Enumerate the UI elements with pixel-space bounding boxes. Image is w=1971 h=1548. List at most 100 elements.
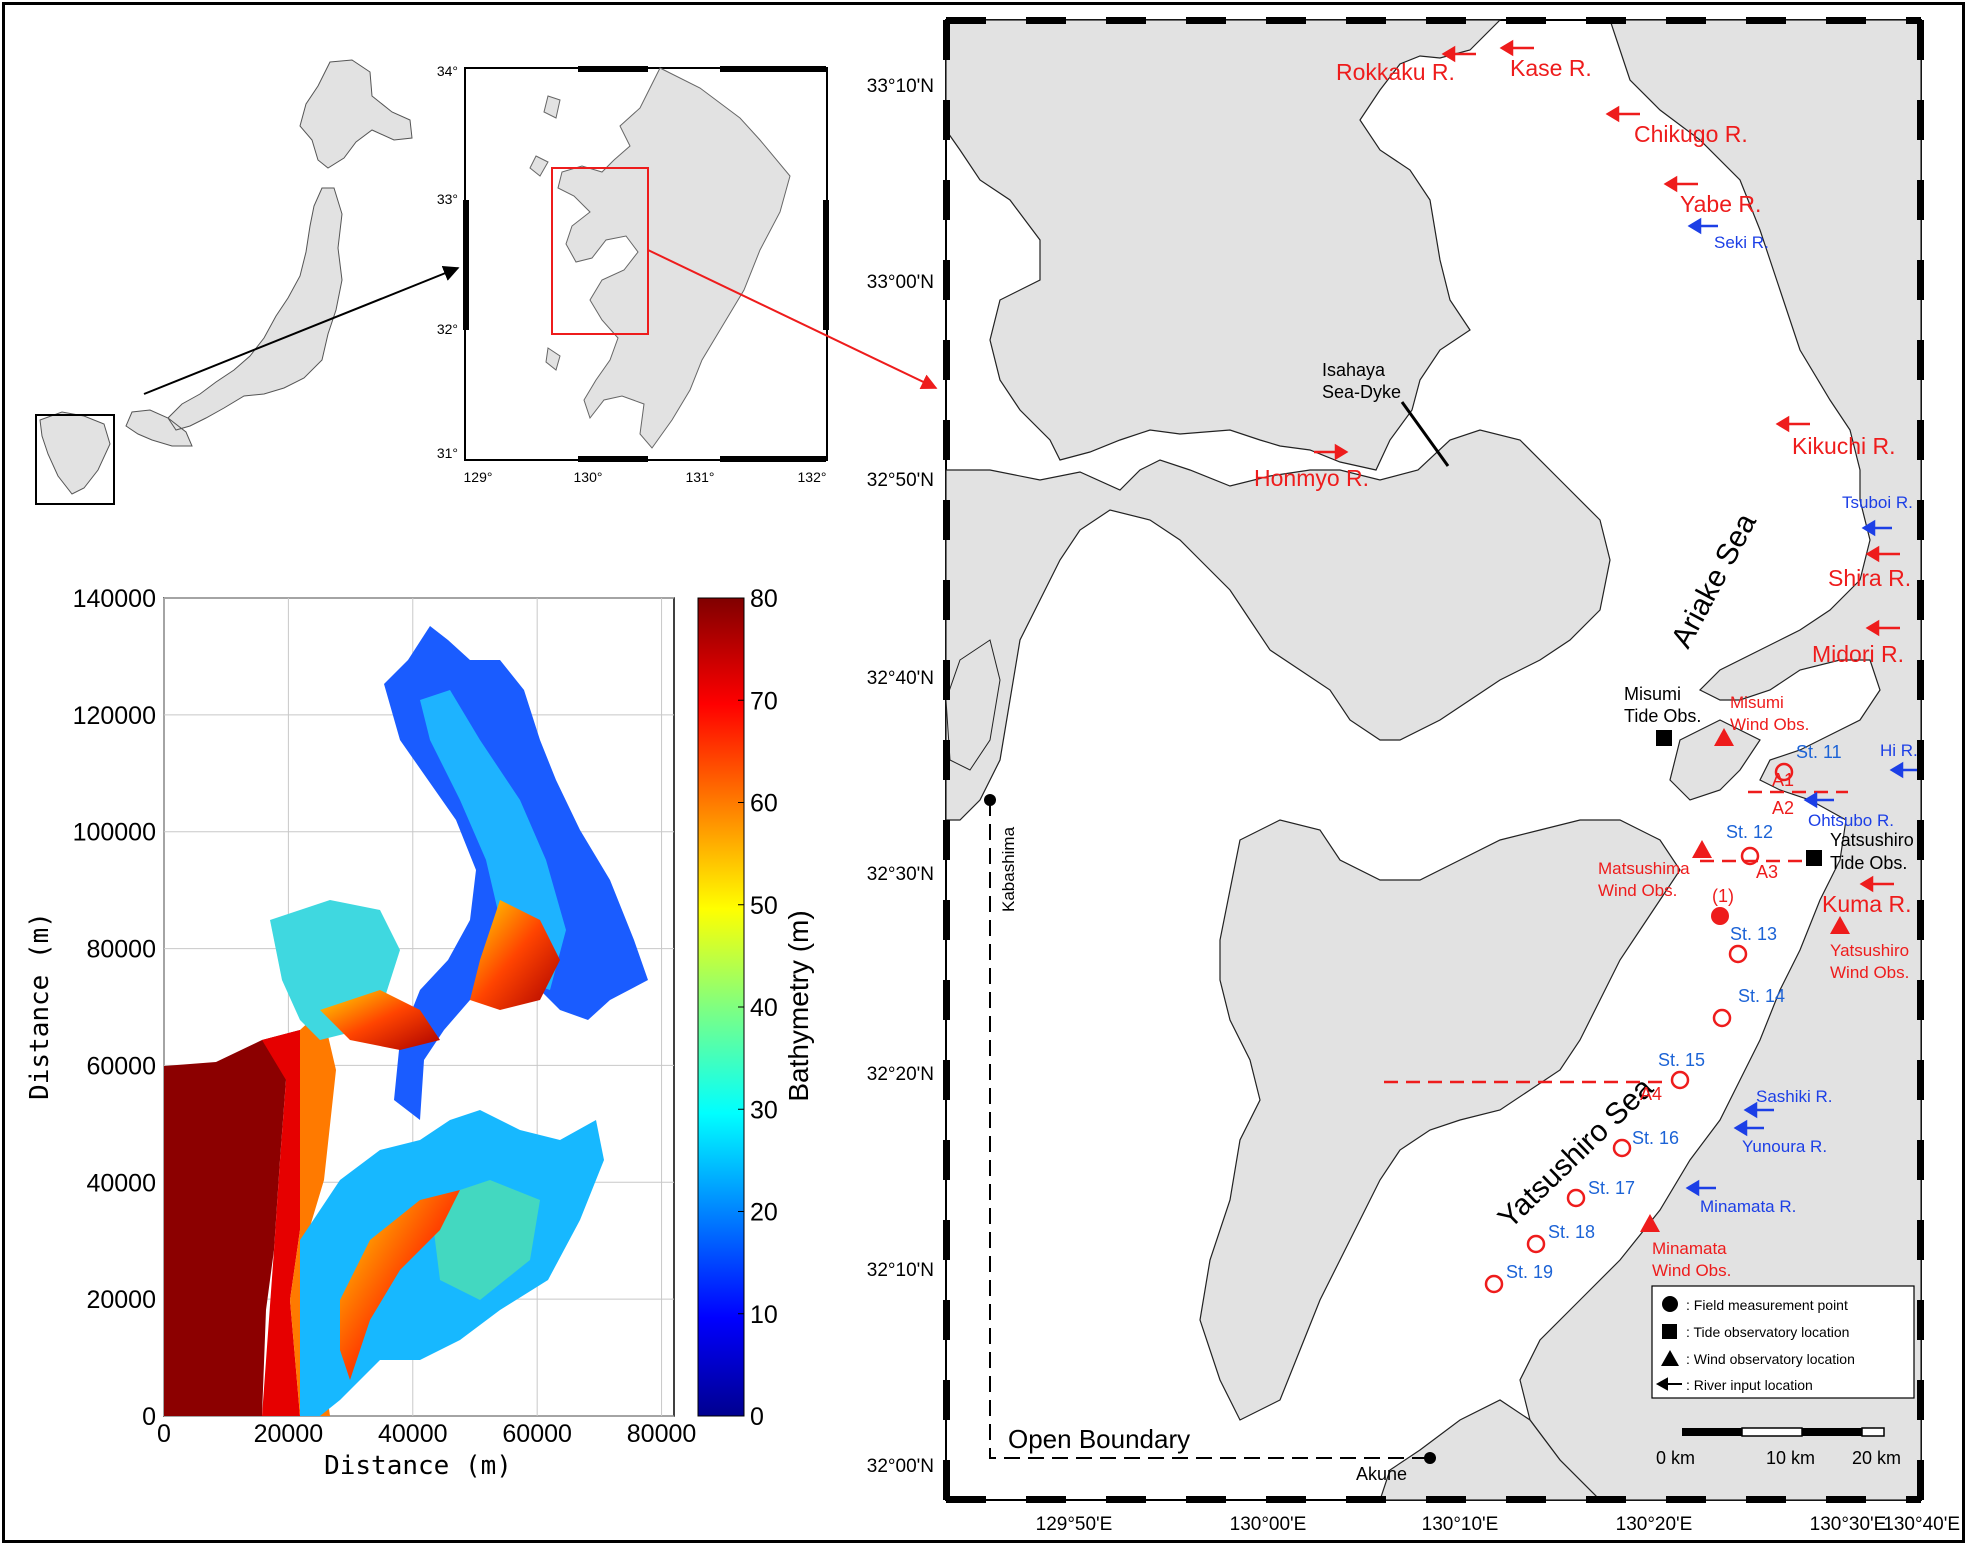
colorbar-label: Bathymetry (m) [783,910,814,1101]
frame-segment [943,900,950,940]
frame-segment [1186,1496,1226,1503]
yatsushiro-tide-label-2: Tide Obs. [1830,853,1907,873]
y-tick-label: 20000 [86,1286,156,1314]
colorbar-tick-label: 0 [750,1403,764,1431]
inset-frame-bars [463,66,829,462]
river-kikuchi: Kikuchi R. [1792,433,1896,459]
legend-item-wind: : Wind observatory location [1686,1351,1855,1367]
latitude-label: 33°00'N [867,272,934,293]
frame-segment [1746,17,1786,24]
frame-segment [1917,980,1924,1020]
frame-segment [1346,1496,1386,1503]
blue-river-labels: Seki R. Tsuboi R. Hi R. Ohtsubo R. Sashi… [1700,233,1918,1216]
frame-segment [943,1380,950,1420]
river-ohtsubo: Ohtsubo R. [1808,811,1894,830]
river-minamata: Minamata R. [1700,1197,1796,1216]
section-label-a4: A4 [1640,1084,1662,1104]
scale-label-20: 20 km [1852,1448,1901,1468]
locator-arrow-black [143,265,460,395]
field-point-marker [1711,907,1729,925]
river-tsuboi: Tsuboi R. [1842,493,1913,512]
open-boundary-label: Open Boundary [1008,1424,1190,1454]
matsushima-wind-label-1: Matsushima [1598,859,1690,878]
x-tick-label: 60000 [502,1420,572,1448]
colorbar-tick-label: 20 [750,1199,778,1227]
st19-label: St. 19 [1506,1262,1553,1282]
minamata-wind-label-1: Minamata [1652,1239,1727,1258]
ariake-yatsushiro-map: Isahaya Sea-Dyke Ariake Sea Yatsushiro S… [867,17,1960,1535]
frame-segment [1917,660,1924,700]
frame-segment [943,20,950,60]
yatsushiro-wind-label-2: Wind Obs. [1830,963,1909,982]
x-tick-label: 0 [157,1420,171,1448]
frame-segment [1186,17,1226,24]
frame-segment [943,1300,950,1340]
isahaya-label-1: Isahaya [1322,360,1386,380]
legend-square-icon [1662,1324,1677,1339]
frame-segment [1506,17,1546,24]
frame-segment [943,500,950,540]
frame-segment [1266,1496,1306,1503]
frame-segment [1506,1496,1546,1503]
y-tick-label: 100000 [73,819,156,847]
frame-segment [1917,1140,1924,1180]
st13-label: St. 13 [1730,924,1777,944]
latitude-label: 32°40'N [867,668,934,689]
kyushu-locator-box [35,414,115,505]
inset-frame-segment [823,200,829,330]
isahaya-dyke-line [1400,401,1450,467]
frame-segment [1826,1496,1866,1503]
river-honmyo: Honmyo R. [1254,465,1369,491]
river-kuma: Kuma R. [1822,891,1911,917]
river-yunoura: Yunoura R. [1742,1137,1827,1156]
colorbar-tick-label: 40 [750,994,778,1022]
scale-label-0: 0 km [1656,1448,1695,1468]
legend-item-tide: : Tide observatory location [1686,1324,1849,1340]
bathymetry-plot: 140000120000100000800006000040000200000 … [25,585,814,1481]
yatsushiro-tide-label-1: Yatsushiro [1830,830,1914,850]
misumi-wind-label-1: Misumi [1730,693,1784,712]
st15-label: St. 15 [1658,1050,1705,1070]
inset-frame-segment [720,66,826,72]
misumi-wind-marker [1714,728,1734,746]
frame-segment [1917,1060,1924,1100]
inset-frame-segment [463,200,469,330]
river-rokkaku: Rokkaku R. [1336,59,1455,85]
misumi-tide-label-2: Tide Obs. [1624,706,1701,726]
colorbar-tick-label: 50 [750,892,778,920]
frame-segment [943,180,950,220]
st18-label: St. 18 [1548,1222,1595,1242]
inset-lon-label: 132° [798,469,827,485]
inset-lat-label: 34° [437,63,458,79]
st11-label: St. 11 [1796,742,1842,762]
x-tick-labels: 0 20000 40000 60000 80000 [157,1420,696,1448]
frame-segment [943,1060,950,1100]
frame-segment [943,660,950,700]
inset-frame-segment [720,456,826,462]
st16-label: St. 16 [1632,1128,1679,1148]
open-boundary-line [989,800,1430,1459]
frame-segment [1666,17,1706,24]
kabashima-label: Kabashima [999,826,1018,912]
frame-segment [1426,17,1466,24]
frame-segment [943,980,950,1020]
japan-land [39,59,413,495]
saga-fukuoka-land [945,19,1502,471]
x-tick-label: 20000 [254,1420,324,1448]
colorbar-tick-label: 80 [750,585,778,613]
inset-lon-label: 129° [464,469,493,485]
inset-lon-labels: 129° 130° 131° 132° [464,469,827,485]
river-kase: Kase R. [1510,55,1592,81]
field-point-label: (1) [1712,886,1734,906]
blue-river-arrows [1685,217,1920,1197]
colorbar [697,597,745,1417]
inset-frame-segment [578,66,648,72]
map-frame-bars [943,17,1924,1503]
frame-segment [943,1140,950,1180]
frame-segment [1917,340,1924,380]
frame-segment [1917,420,1924,460]
frame-segment [946,1496,986,1503]
legend: : Field measurement point : Tide observa… [1651,1285,1915,1399]
